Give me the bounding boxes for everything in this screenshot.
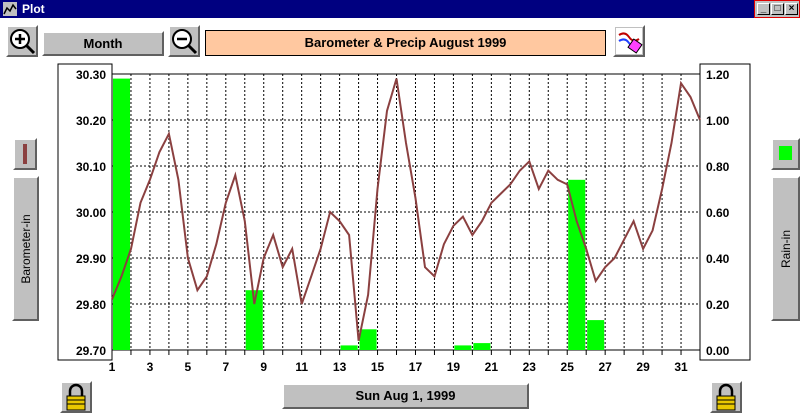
zoom-in-button[interactable] — [6, 25, 38, 57]
left-tick-label: 29.90 — [76, 252, 106, 266]
rain-bar — [112, 78, 131, 350]
rain-bar — [454, 345, 472, 350]
line-color-swatch — [23, 144, 27, 164]
rain-bar — [245, 290, 263, 350]
rain-bar — [587, 320, 605, 350]
x-tick-label: 5 — [185, 360, 192, 374]
paint-options-button[interactable] — [613, 25, 645, 57]
x-tick-label: 1 — [109, 360, 116, 374]
bar-color-swatch — [779, 146, 792, 160]
x-tick-label: 25 — [561, 360, 575, 374]
title-bar: Plot _ □ × — [0, 0, 800, 18]
x-tick-label: 21 — [485, 360, 499, 374]
x-tick-label: 19 — [447, 360, 461, 374]
maximize-icon[interactable]: □ — [771, 3, 784, 15]
bar-color-button[interactable] — [771, 138, 800, 170]
x-tick-label: 9 — [260, 360, 267, 374]
barometer-axis-button[interactable]: Barometer-in — [12, 176, 39, 321]
rain-bar — [340, 345, 358, 350]
date-button[interactable]: Sun Aug 1, 1999 — [282, 383, 529, 409]
plot-app-icon — [3, 2, 17, 16]
x-tick-label: 15 — [371, 360, 385, 374]
line-color-button[interactable] — [13, 138, 37, 170]
right-tick-label: 0.00 — [706, 344, 730, 358]
rain-bar — [568, 179, 586, 350]
zoom-out-button[interactable] — [168, 25, 200, 57]
x-tick-label: 13 — [333, 360, 347, 374]
left-tick-label: 30.10 — [76, 160, 106, 174]
window-title: Plot — [22, 2, 45, 16]
right-axis-box — [699, 63, 751, 361]
x-tick-label: 23 — [523, 360, 537, 374]
left-tick-label: 30.30 — [76, 68, 106, 82]
paint-options-icon — [616, 28, 643, 54]
padlock-icon — [66, 383, 86, 411]
close-icon[interactable]: × — [785, 3, 798, 15]
chart-title: Barometer & Precip August 1999 — [205, 30, 606, 56]
x-tick-label: 29 — [636, 360, 650, 374]
x-tick-label: 31 — [674, 360, 688, 374]
padlock-icon — [716, 383, 736, 411]
zoom-in-icon — [10, 29, 36, 55]
right-tick-label: 0.80 — [706, 160, 730, 174]
right-tick-label: 0.40 — [706, 252, 730, 266]
period-month-button[interactable]: Month — [42, 31, 164, 56]
x-tick-label: 27 — [598, 360, 612, 374]
left-tick-label: 30.20 — [76, 114, 106, 128]
x-tick-label: 11 — [295, 360, 308, 374]
right-lock-button[interactable] — [710, 381, 742, 413]
zoom-out-icon — [172, 29, 198, 55]
left-tick-label: 29.80 — [76, 298, 106, 312]
minimize-icon[interactable]: _ — [757, 3, 770, 15]
rain-bar — [359, 329, 377, 350]
x-tick-label: 3 — [147, 360, 154, 374]
left-lock-button[interactable] — [60, 381, 92, 413]
x-tick-label: 7 — [222, 360, 229, 374]
window-buttons: _ □ × — [754, 0, 800, 18]
right-tick-label: 0.20 — [706, 298, 730, 312]
right-tick-label: 1.20 — [706, 68, 730, 82]
right-tick-label: 1.00 — [706, 114, 730, 128]
x-tick-label: 17 — [409, 360, 423, 374]
rain-bar — [473, 343, 491, 350]
right-tick-label: 0.60 — [706, 206, 730, 220]
rain-axis-button[interactable]: Rain-in — [771, 176, 800, 321]
barometer-line — [111, 78, 701, 342]
left-tick-label: 29.70 — [76, 344, 106, 358]
left-tick-label: 30.00 — [76, 206, 106, 220]
